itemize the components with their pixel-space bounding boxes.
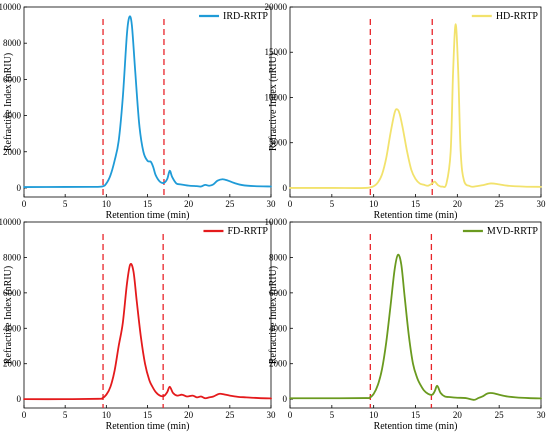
y-tick-label: 4000 <box>269 323 288 333</box>
x-tick-label: 30 <box>537 410 547 420</box>
y-tick-label: 10000 <box>265 92 288 102</box>
series-line-mvd-rrtp <box>289 253 542 401</box>
series-line-fd-rrtp <box>23 262 272 401</box>
x-tick-label: 5 <box>330 199 335 209</box>
x-tick-label: 15 <box>411 199 421 209</box>
legend-label: MVD-RRTP <box>487 226 539 237</box>
x-tick-label: 15 <box>143 199 153 209</box>
plot-frame <box>23 221 272 409</box>
y-tick-label: 8000 <box>269 252 288 262</box>
y-axis-title: Refractive Index (nRIU) <box>268 266 279 364</box>
x-tick-label: 10 <box>369 410 379 420</box>
y-tick-label: 6000 <box>3 288 22 298</box>
y-tick-label: 6000 <box>3 74 22 84</box>
x-tick-label: 20 <box>453 199 463 209</box>
x-tick-label: 20 <box>184 199 194 209</box>
y-tick-label: 6000 <box>269 288 288 298</box>
chart-panel-3: 0 5 10 15 20 25 30 0 2000 4000 6000 8000 10000 Retent… <box>0 217 276 432</box>
x-tick-label: 20 <box>184 410 194 420</box>
x-tick-label: 5 <box>330 410 335 420</box>
y-tick-label: 0 <box>17 183 22 193</box>
x-tick-label: 25 <box>225 410 235 420</box>
y-tick-label: 10000 <box>0 217 22 227</box>
y-tick-label: 0 <box>17 394 22 404</box>
y-axis-title: Refractive Index (nRIU) <box>268 53 279 151</box>
x-tick-label: 30 <box>267 410 277 420</box>
x-tick-label: 0 <box>22 199 27 209</box>
y-tick-label: 4000 <box>3 111 22 121</box>
y-tick-label: 15000 <box>265 47 288 57</box>
plot-frame <box>23 6 272 198</box>
chart-panel-4: 0 5 10 15 20 25 30 0 2000 4000 6000 8000 10000 Retent… <box>265 217 547 432</box>
x-axis-title: Retention time (min) <box>106 421 190 432</box>
plot-frame <box>289 221 542 409</box>
x-tick-label: 5 <box>63 199 68 209</box>
legend-label: FD-RRTP <box>227 226 268 237</box>
chart-panel-2: 0 5 10 15 20 25 30 0 5000 10000 15000 20000 Retentio… <box>265 2 547 221</box>
plot-frame <box>289 6 542 198</box>
x-tick-label: 25 <box>495 410 505 420</box>
x-tick-label: 0 <box>288 199 293 209</box>
legend-label: IRD-RRTP <box>223 11 268 22</box>
y-axis-title: Refractive Index (nRIU) <box>3 53 14 151</box>
chart-panel-1: 0 5 10 15 20 25 30 0 2000 4000 6000 8000 10000 Retent… <box>0 2 276 221</box>
x-axis-title: Retention time (min) <box>106 210 190 221</box>
y-tick-label: 10000 <box>265 217 288 227</box>
x-tick-label: 25 <box>495 199 505 209</box>
x-tick-label: 0 <box>288 410 293 420</box>
y-axis-title: Refractive Index (nRIU) <box>3 266 14 364</box>
y-tick-label: 8000 <box>3 252 22 262</box>
x-tick-label: 0 <box>22 410 27 420</box>
y-tick-label: 0 <box>283 183 288 193</box>
x-tick-label: 5 <box>63 410 68 420</box>
y-tick-label: 10000 <box>0 2 22 12</box>
legend-label: HD-RRTP <box>496 11 539 22</box>
x-axis-title: Retention time (min) <box>374 421 458 432</box>
x-tick-label: 10 <box>102 410 112 420</box>
y-tick-label: 2000 <box>3 359 22 369</box>
x-axis-title: Retention time (min) <box>374 210 458 221</box>
y-tick-label: 0 <box>283 394 288 404</box>
series-line-hd-rrtp <box>289 23 542 189</box>
x-tick-label: 30 <box>267 199 277 209</box>
y-tick-label: 5000 <box>269 138 288 148</box>
x-tick-label: 20 <box>453 410 463 420</box>
y-tick-label: 2000 <box>3 147 22 157</box>
x-tick-label: 15 <box>143 410 153 420</box>
x-tick-label: 30 <box>537 199 547 209</box>
y-tick-label: 8000 <box>3 38 22 48</box>
y-tick-label: 2000 <box>269 359 288 369</box>
y-tick-label: 20000 <box>265 2 288 12</box>
x-tick-label: 10 <box>369 199 379 209</box>
x-tick-label: 15 <box>411 410 421 420</box>
y-tick-label: 4000 <box>3 323 22 333</box>
x-tick-label: 10 <box>102 199 112 209</box>
series-line-ird-rrtp <box>23 15 272 188</box>
x-tick-label: 25 <box>225 199 235 209</box>
